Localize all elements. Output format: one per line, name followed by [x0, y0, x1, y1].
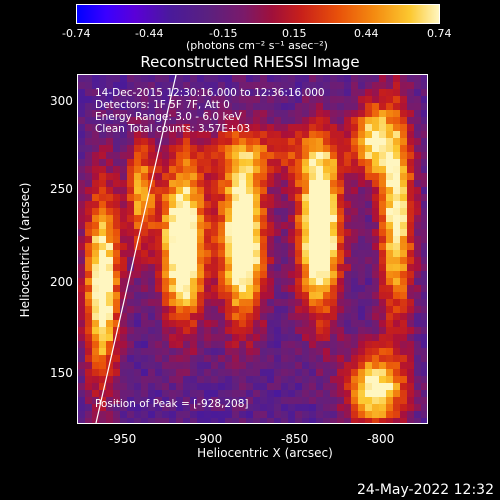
x-tick-label: -850	[281, 432, 309, 446]
colorbar-units: (photons cm⁻² s⁻¹ asec⁻²)	[186, 39, 328, 52]
colorbar-tick: -0.15	[209, 27, 238, 40]
date-stamp: 24-May-2022 12:32	[356, 482, 494, 498]
info-detectors: Detectors: 1F 5F 7F, Att 0	[95, 99, 230, 111]
info-total-counts: Clean Total counts: 3.57E+03	[95, 123, 251, 135]
colorbar-tick: 0.74	[427, 27, 452, 40]
y-tick-label: 250	[50, 182, 73, 196]
y-axis-label: Heliocentric Y (arcsec)	[18, 182, 32, 318]
y-tick-label: 200	[50, 275, 73, 289]
rhessi-image	[78, 75, 427, 423]
info-energy-range: Energy Range: 3.0 - 6.0 keV	[95, 111, 242, 123]
limb-line	[95, 75, 177, 423]
colorbar-tick: 0.44	[354, 27, 379, 40]
y-tick-label: 150	[50, 366, 73, 380]
x-tick-label: -950	[109, 432, 137, 446]
y-tick-label: 300	[50, 94, 73, 108]
colorbar-tick: -0.74	[62, 27, 91, 40]
peak-position: Position of Peak = [-928,208]	[95, 398, 249, 410]
x-axis-label: Heliocentric X (arcsec)	[197, 446, 333, 460]
colorbar-tick: 0.15	[282, 27, 307, 40]
x-tick-label: -800	[367, 432, 395, 446]
info-time-range: 14-Dec-2015 12:30:16.000 to 12:36:16.000	[95, 87, 325, 99]
x-tick-label: -900	[195, 432, 223, 446]
colorbar-tick: -0.44	[135, 27, 164, 40]
plot-title: Reconstructed RHESSI Image	[140, 53, 360, 71]
colorbar	[76, 4, 440, 24]
image-plot	[77, 74, 428, 424]
